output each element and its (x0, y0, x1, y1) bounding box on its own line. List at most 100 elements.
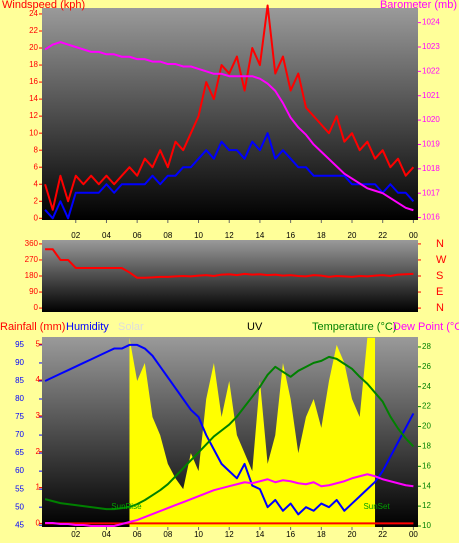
annotation: SunRise (111, 502, 142, 511)
tick-label: 1018 (422, 164, 440, 173)
tick-label: 8 (34, 145, 39, 154)
series-line (44, 41, 414, 212)
series-line (44, 355, 415, 511)
tick-label: 24 (422, 382, 431, 391)
tick-label: 10 (29, 128, 38, 137)
tick-label: 4 (36, 375, 41, 384)
x-tick-label: 06 (133, 231, 142, 240)
tick-label: 12 (29, 111, 38, 120)
x-tick-label: 00 (409, 530, 418, 539)
tick-label: 360 (25, 239, 39, 248)
tick-label: E (436, 286, 443, 298)
tick-label: 2 (36, 447, 41, 456)
series-line (44, 4, 415, 211)
tick-label: 26 (422, 362, 431, 371)
tick-label: 22 (422, 402, 431, 411)
legend-label: Solar (118, 321, 144, 333)
x-tick-label: 20 (348, 530, 357, 539)
x-tick-label: 08 (163, 530, 172, 539)
tick-label: 1017 (422, 188, 440, 197)
x-tick-label: 12 (225, 530, 234, 539)
x-tick-label: 04 (102, 530, 111, 539)
x-tick-label: 10 (194, 530, 203, 539)
tick-label: 90 (15, 358, 24, 367)
tick-label: 16 (422, 461, 431, 470)
tick-label: 1 (36, 483, 41, 492)
series-line (44, 343, 415, 516)
tick-label: 1023 (422, 42, 440, 51)
x-tick-label: 04 (102, 231, 111, 240)
legend-label: UV (247, 321, 263, 333)
tick-label: N (436, 302, 444, 314)
tick-label: 1019 (422, 140, 440, 149)
tick-label: 18 (422, 442, 431, 451)
x-tick-label: 16 (286, 231, 295, 240)
tick-label: 22 (29, 26, 38, 35)
tick-label: N (436, 238, 444, 250)
tick-label: 1022 (422, 66, 440, 75)
tick-label: 1020 (422, 115, 440, 124)
annotation: SunSet (363, 502, 390, 511)
axis-title: Barometer (mb) (380, 0, 457, 11)
tick-label: 4 (34, 179, 39, 188)
tick-label: 24 (29, 9, 38, 18)
tick-label: 60 (15, 466, 24, 475)
plot-area (42, 8, 418, 220)
series-line (45, 473, 414, 528)
tick-label: 55 (15, 484, 24, 493)
x-tick-label: 14 (255, 231, 264, 240)
tick-label: 90 (29, 287, 38, 296)
x-tick-label: 18 (317, 530, 326, 539)
tick-label: 14 (29, 94, 38, 103)
tick-label: 50 (15, 502, 24, 511)
legend-label: Rainfall (mm) (0, 321, 65, 333)
tick-label: W (436, 254, 447, 266)
series-line (45, 248, 414, 279)
tick-label: 65 (15, 448, 24, 457)
tick-label: 75 (15, 412, 24, 421)
x-tick-label: 10 (194, 231, 203, 240)
legend-label: Dew Point (°C (393, 321, 459, 333)
x-tick-label: 08 (163, 231, 172, 240)
tick-label: 14 (422, 481, 431, 490)
x-tick-label: 12 (225, 231, 234, 240)
tick-label: 0 (36, 519, 41, 528)
x-tick-label: 02 (71, 231, 80, 240)
x-tick-label: 22 (378, 231, 387, 240)
tick-label: 70 (15, 430, 24, 439)
series-line (44, 132, 415, 220)
tick-label: 1016 (422, 213, 440, 222)
tick-label: 85 (15, 376, 24, 385)
tick-label: 20 (29, 43, 38, 52)
legend-label: Humidity (66, 321, 109, 333)
x-tick-label: 14 (255, 530, 264, 539)
tick-label: 1021 (422, 91, 440, 100)
x-tick-label: 16 (286, 530, 295, 539)
tick-label: 180 (25, 271, 39, 280)
tick-label: 12 (422, 501, 431, 510)
tick-label: 45 (15, 520, 24, 529)
tick-label: 0 (34, 303, 39, 312)
x-tick-label: 06 (133, 530, 142, 539)
x-tick-label: 18 (317, 231, 326, 240)
tick-label: 16 (29, 77, 38, 86)
tick-label: 5 (36, 339, 41, 348)
axis-title: Windspeed (kph) (2, 0, 85, 11)
x-tick-label: 22 (378, 530, 387, 539)
tick-label: 95 (15, 340, 24, 349)
legend-label: Temperature (°C) (312, 321, 396, 333)
tick-label: 80 (15, 394, 24, 403)
tick-label: 2 (34, 196, 39, 205)
x-tick-label: 02 (71, 530, 80, 539)
tick-label: 3 (36, 411, 41, 420)
tick-label: 270 (25, 255, 39, 264)
tick-label: 1024 (422, 18, 440, 27)
tick-label: 28 (422, 342, 431, 351)
tick-label: 0 (34, 213, 39, 222)
x-tick-label: 00 (409, 231, 418, 240)
tick-label: 6 (34, 162, 39, 171)
tick-label: 10 (422, 521, 431, 530)
tick-label: S (436, 270, 443, 282)
series-area (129, 337, 376, 527)
